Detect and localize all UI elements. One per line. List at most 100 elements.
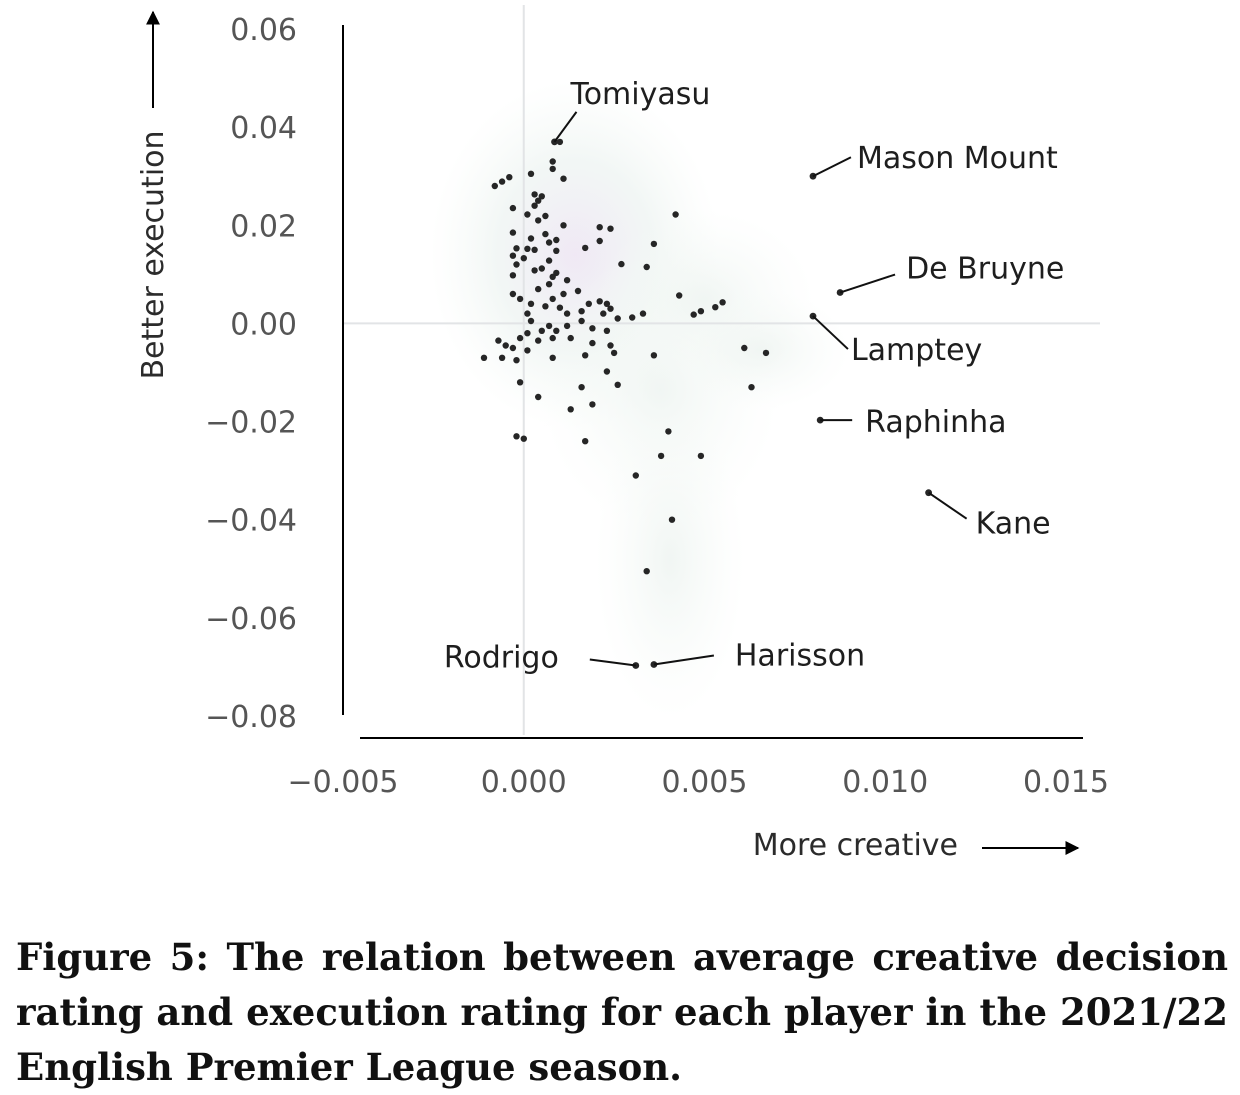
data-point	[657, 452, 665, 460]
data-point	[589, 401, 596, 408]
leader-line	[928, 491, 968, 520]
data-point	[603, 300, 611, 307]
y-tick-labels: 0.06 0.04 0.02 0.00 −0.02 −0.04 −0.06 −0.08	[205, 13, 297, 735]
data-point	[542, 212, 549, 220]
data-point	[531, 191, 538, 198]
data-point	[535, 197, 542, 204]
data-point	[596, 224, 603, 231]
data-point	[549, 158, 556, 165]
data-point	[491, 182, 498, 190]
data-point	[563, 310, 571, 317]
data-point	[535, 217, 542, 224]
player-label: Raphinha	[865, 405, 1006, 440]
data-point	[553, 247, 560, 254]
data-point	[589, 339, 596, 347]
data-point	[531, 267, 538, 274]
data-point	[643, 568, 650, 575]
data-points	[480, 138, 770, 575]
figure-caption: Figure 5: The relation between average c…	[16, 935, 1228, 1089]
data-point	[697, 452, 705, 460]
data-point	[567, 406, 574, 413]
data-point	[560, 222, 567, 229]
data-point	[563, 322, 571, 330]
data-point	[690, 311, 697, 318]
player-label: Harisson	[735, 638, 865, 673]
density-shading	[430, 80, 850, 720]
data-point	[498, 178, 506, 185]
data-point	[527, 170, 535, 177]
y-tick-label: 0.00	[230, 307, 297, 342]
data-point	[480, 354, 488, 361]
data-point	[668, 516, 676, 523]
data-point	[585, 300, 592, 307]
leader-line	[812, 315, 849, 350]
data-point	[524, 211, 531, 218]
data-point	[506, 174, 513, 181]
data-point	[516, 379, 524, 386]
data-point	[513, 357, 520, 364]
data-point	[697, 308, 705, 315]
data-point	[603, 327, 611, 334]
data-point	[524, 310, 531, 317]
x-tick-label: 0.015	[1023, 765, 1109, 800]
data-point	[542, 303, 549, 310]
data-point	[741, 344, 748, 352]
data-point	[527, 235, 535, 242]
y-tick-label: −0.06	[205, 602, 297, 637]
data-point	[538, 193, 545, 200]
data-point	[618, 260, 625, 268]
leader-line	[589, 658, 636, 667]
data-point	[563, 277, 571, 284]
data-point	[545, 281, 553, 288]
y-tick-label: 0.04	[230, 111, 297, 146]
data-point	[748, 384, 755, 391]
data-point	[531, 202, 538, 209]
data-point	[513, 261, 520, 268]
data-point	[509, 229, 517, 236]
data-point	[560, 175, 567, 182]
data-point	[545, 322, 553, 330]
data-point	[553, 236, 560, 244]
data-point	[513, 245, 520, 252]
leader-line	[839, 273, 896, 294]
data-point	[614, 315, 621, 322]
y-tick-label: −0.08	[205, 700, 297, 735]
data-point	[527, 317, 535, 325]
data-point	[549, 334, 556, 342]
data-point	[502, 342, 509, 349]
data-point	[556, 304, 564, 311]
data-point	[495, 337, 502, 344]
data-point	[538, 327, 545, 334]
data-point	[549, 354, 556, 361]
data-point	[524, 330, 531, 337]
player-annotations: Tomiyasu Mason Mount De Bruyne Lamptey Raphi…	[444, 77, 1064, 676]
scatter-chart: 0.06 0.04 0.02 0.00 −0.02 −0.04 −0.06 −0.08 −0.…	[136, 5, 1109, 863]
data-point	[607, 305, 614, 312]
data-point	[607, 342, 614, 349]
data-point	[676, 292, 683, 299]
player-label: Kane	[976, 507, 1051, 542]
data-point	[614, 381, 621, 388]
data-point	[632, 472, 639, 479]
data-point	[672, 211, 679, 218]
zero-reference-lines	[343, 5, 1100, 735]
data-point	[650, 352, 658, 359]
data-point	[542, 230, 549, 238]
data-point	[538, 265, 545, 272]
data-point	[600, 310, 607, 317]
data-point	[509, 252, 517, 259]
data-point	[549, 165, 556, 173]
data-point	[498, 354, 506, 361]
data-point	[596, 298, 603, 305]
x-tick-label: 0.010	[842, 765, 928, 800]
data-point	[578, 308, 585, 315]
data-point	[629, 314, 636, 321]
data-point	[509, 290, 517, 298]
data-point	[582, 352, 589, 359]
data-point	[509, 344, 517, 352]
y-tick-label: 0.06	[230, 13, 297, 48]
data-point	[520, 435, 527, 442]
data-point	[650, 240, 658, 248]
data-point	[665, 428, 672, 435]
data-point	[589, 325, 596, 332]
